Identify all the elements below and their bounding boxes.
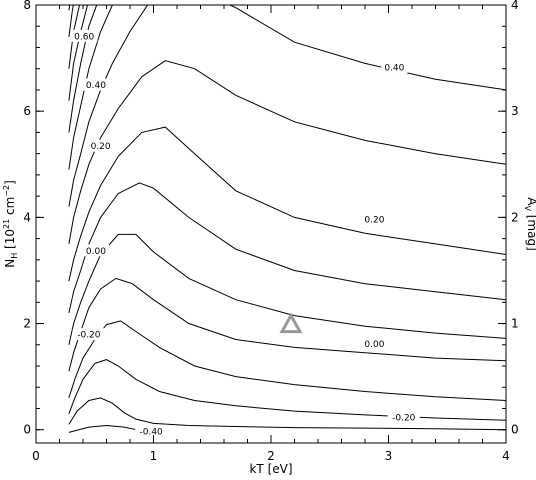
contour-label-text: -0.20 xyxy=(77,331,101,341)
contour-label-0: -0.40 xyxy=(135,424,168,437)
x-tick-label: 3 xyxy=(385,449,393,463)
contour-label-bg xyxy=(72,328,105,341)
contour-line-3 xyxy=(68,320,506,401)
y2-tick-label: 1 xyxy=(511,317,519,331)
contour-line-11 xyxy=(68,5,98,133)
contour-label-9: 0.60 xyxy=(70,29,98,42)
contour-label-bg xyxy=(135,424,168,437)
contour-line-8 xyxy=(68,60,506,244)
triangle-marker xyxy=(279,312,303,334)
y-tick-label: 2 xyxy=(23,317,31,331)
contour-label-text: 0.20 xyxy=(91,142,111,152)
contour-label-bg xyxy=(82,78,110,91)
y-axis-title: NH [1021 cm−2] xyxy=(2,180,19,268)
plot-frame xyxy=(35,4,507,444)
contour-line-5 xyxy=(68,233,506,345)
contour-label-2: -0.20 xyxy=(72,328,105,341)
contour-label-4: 0.00 xyxy=(82,244,110,257)
contour-label-1: -0.20 xyxy=(387,410,420,423)
contour-line-13 xyxy=(68,5,81,69)
contour-line-7 xyxy=(68,126,506,282)
contour-label-text: -0.40 xyxy=(140,427,164,437)
y2-axis-title: AV [mag] xyxy=(523,197,536,251)
contour-label-text: 0.00 xyxy=(364,340,384,350)
contour-label-5: 0.20 xyxy=(361,212,388,225)
y-tick-label: 6 xyxy=(23,104,31,118)
contour-line-10 xyxy=(68,5,113,170)
y-tick-label: 8 xyxy=(23,0,31,12)
contour-label-3: 0.00 xyxy=(361,337,388,350)
y-tick-label: 4 xyxy=(23,210,31,224)
contour-line-4 xyxy=(68,277,506,372)
y2-tick-label: 0 xyxy=(511,423,519,437)
x-tick-label: 0 xyxy=(32,449,40,463)
contour-line-6 xyxy=(68,182,506,314)
contour-label-8: 0.40 xyxy=(82,78,110,91)
contour-line-2 xyxy=(68,359,506,421)
contour-label-text: -0.20 xyxy=(392,413,416,423)
axis-ticks xyxy=(35,4,507,443)
contour-labels: -0.40 -0.20 -0.20 0.00 0.00 0.20 0.20 0.40 0.40 0… xyxy=(70,29,420,437)
marker-layer xyxy=(279,312,303,334)
contour-label-bg xyxy=(361,212,388,225)
contour-line-0 xyxy=(68,424,142,433)
contour-label-text: 0.00 xyxy=(86,247,106,257)
contour-line-9 xyxy=(68,5,506,207)
contour-label-text: 0.40 xyxy=(384,64,404,74)
y-tick-label: 0 xyxy=(23,423,31,437)
contour-line-14 xyxy=(68,5,74,37)
contour-label-text: 0.20 xyxy=(364,215,384,225)
contour-lines xyxy=(68,5,506,433)
contour-label-bg xyxy=(82,244,110,257)
x-axis-title: kT [eV] xyxy=(249,462,292,476)
contour-label-bg xyxy=(87,139,114,152)
y2-tick-label: 4 xyxy=(511,0,519,12)
contour-label-6: 0.20 xyxy=(87,139,114,152)
y2-tick-label: 3 xyxy=(511,104,519,118)
contour-label-bg xyxy=(361,337,388,350)
contour-label-7: 0.40 xyxy=(381,61,408,74)
contour-label-bg xyxy=(381,61,408,74)
x-tick-label: 2 xyxy=(267,449,275,463)
x-tick-label: 1 xyxy=(150,449,158,463)
contour-line-1 xyxy=(68,397,506,431)
contour-label-text: 0.60 xyxy=(74,32,94,42)
contour-label-bg xyxy=(70,29,98,42)
x-tick-label: 4 xyxy=(502,449,510,463)
contour-label-bg xyxy=(387,410,420,423)
y2-tick-label: 2 xyxy=(511,210,519,224)
contour-label-text: 0.40 xyxy=(86,81,106,91)
